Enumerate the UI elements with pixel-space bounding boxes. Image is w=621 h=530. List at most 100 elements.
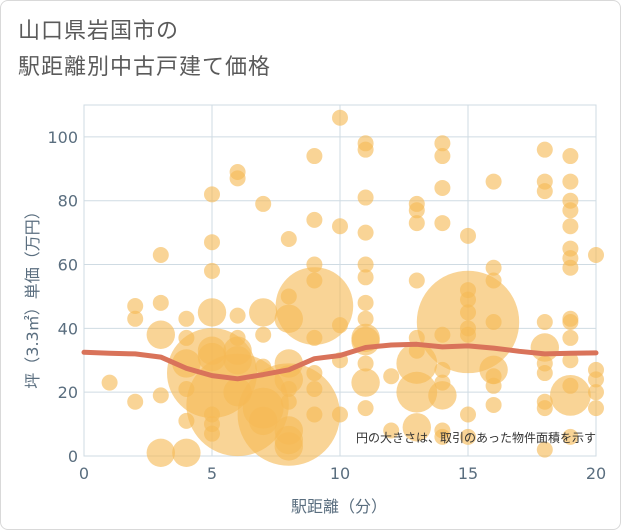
- data-bubble: [562, 202, 579, 219]
- data-bubble: [204, 186, 220, 203]
- data-bubble: [255, 195, 272, 212]
- data-bubble: [536, 365, 553, 382]
- data-bubble: [357, 355, 374, 372]
- data-bubble: [204, 234, 220, 251]
- data-bubble: [434, 215, 451, 232]
- x-tick-label: 20: [586, 464, 606, 483]
- chart-title-line-1: 山口県岩国市の: [18, 19, 180, 44]
- data-bubble: [255, 326, 272, 343]
- chart-title-line-2: 駅距離別中古戸建て価格: [18, 55, 272, 80]
- data-bubble: [357, 141, 374, 158]
- data-bubble: [562, 173, 579, 190]
- data-bubble: [460, 428, 476, 445]
- data-bubble: [536, 313, 553, 330]
- data-bubble: [101, 374, 118, 391]
- x-tick-label: 10: [330, 464, 350, 483]
- y-tick-label: 60: [58, 256, 78, 275]
- data-bubble: [434, 135, 451, 152]
- data-bubble: [178, 310, 195, 327]
- data-bubble: [357, 224, 374, 241]
- data-bubble: [536, 141, 553, 158]
- data-bubble: [485, 259, 502, 276]
- bubble-series: [101, 109, 604, 468]
- data-bubble: [332, 109, 348, 126]
- data-bubble: [562, 218, 579, 235]
- data-bubble: [434, 428, 451, 445]
- data-bubble: [383, 368, 400, 385]
- data-bubble: [332, 317, 348, 334]
- data-bubble: [485, 173, 502, 190]
- data-bubble: [434, 179, 451, 196]
- data-bubble: [485, 313, 502, 330]
- data-bubble: [274, 432, 303, 461]
- data-bubble: [536, 400, 553, 417]
- data-bubble: [485, 396, 502, 413]
- data-bubble: [197, 298, 227, 327]
- data-bubble: [357, 310, 374, 327]
- data-bubble: [357, 294, 374, 311]
- data-bubble: [562, 428, 579, 445]
- data-bubble: [306, 365, 323, 382]
- data-bubble: [562, 259, 579, 276]
- data-bubble: [229, 307, 246, 324]
- data-bubble: [306, 329, 323, 346]
- data-bubble: [127, 298, 144, 315]
- axis-ticks: 0 20 40 60 80 100 0 5 10 15 20: [47, 128, 606, 483]
- data-bubble: [408, 272, 425, 289]
- data-bubble: [402, 413, 431, 442]
- x-axis-label: 駅距離（分）: [291, 497, 387, 516]
- data-bubble: [588, 384, 604, 401]
- data-bubble: [351, 368, 380, 397]
- data-bubble: [332, 406, 348, 423]
- data-bubble: [357, 256, 374, 273]
- chart-title: 山口県岩国市の 駅距離別中古戸建て価格: [18, 14, 271, 86]
- data-bubble: [383, 422, 400, 439]
- data-bubble: [536, 441, 553, 458]
- data-bubble: [204, 262, 220, 279]
- y-axis-label: 坪（3.3㎡）単価（万円）: [23, 203, 42, 388]
- y-tick-label: 40: [58, 319, 78, 338]
- data-bubble: [306, 211, 323, 228]
- data-bubble: [434, 148, 451, 165]
- data-bubble: [306, 148, 323, 165]
- data-bubble: [460, 227, 476, 244]
- data-bubble: [428, 381, 457, 410]
- x-tick-label: 15: [458, 464, 478, 483]
- data-bubble: [146, 320, 175, 349]
- trend-line-group: [81, 341, 599, 382]
- data-bubble: [562, 148, 579, 165]
- data-bubble: [588, 371, 604, 388]
- data-bubble: [460, 406, 476, 423]
- data-bubble: [357, 269, 374, 286]
- data-bubble: [229, 170, 246, 187]
- data-bubble: [536, 183, 553, 200]
- data-bubble: [485, 377, 502, 394]
- data-bubble: [485, 272, 502, 289]
- data-bubble: [127, 393, 144, 410]
- y-tick-label: 100: [47, 128, 78, 147]
- size-annotation: 円の大きさは、取引のあった物件面積を示す: [356, 430, 596, 445]
- data-bubble: [550, 374, 591, 416]
- data-bubble: [460, 326, 476, 343]
- y-tick-label: 20: [58, 383, 78, 402]
- data-bubble: [588, 400, 604, 417]
- x-tick-label: 5: [207, 464, 217, 483]
- data-bubble: [152, 387, 169, 404]
- data-bubble: [588, 246, 604, 263]
- data-bubble: [396, 343, 438, 384]
- x-tick-label: 0: [79, 464, 89, 483]
- data-bubble: [249, 298, 278, 327]
- data-bubble: [562, 329, 579, 346]
- data-bubble: [280, 231, 297, 248]
- data-bubble: [152, 246, 169, 263]
- data-bubble: [408, 202, 425, 219]
- data-bubble: [172, 438, 201, 468]
- data-bubble: [562, 352, 579, 369]
- data-bubble: [357, 400, 374, 417]
- data-bubble: [306, 380, 323, 397]
- data-bubble: [562, 313, 579, 330]
- data-bubble: [146, 438, 175, 468]
- data-bubble: [152, 294, 169, 311]
- data-bubble: [332, 218, 348, 235]
